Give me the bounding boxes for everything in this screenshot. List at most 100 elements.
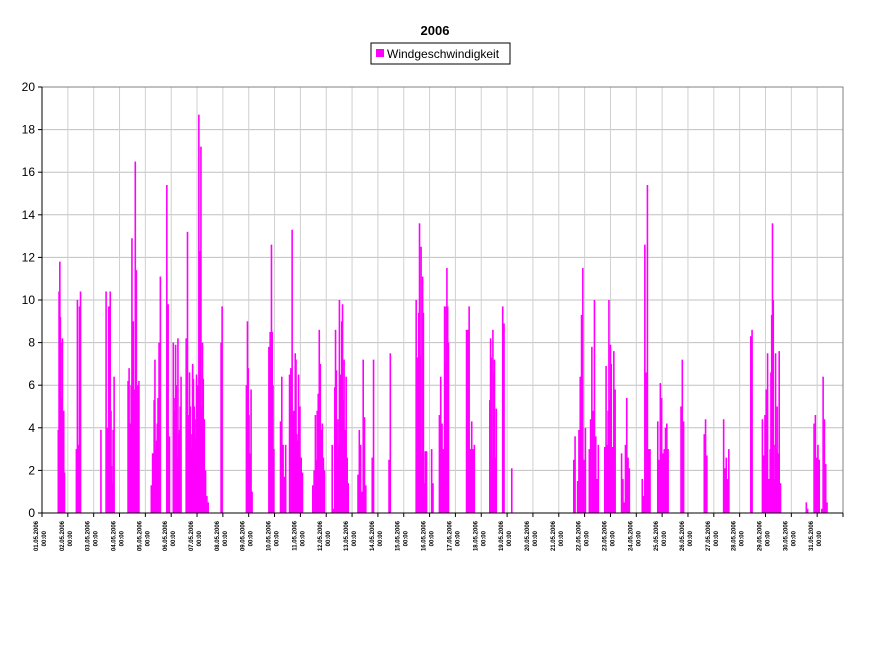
bar (766, 353, 769, 513)
bar (268, 346, 270, 513)
bar (662, 453, 664, 513)
bar (269, 331, 271, 513)
bar (778, 351, 780, 513)
bar (470, 421, 473, 513)
legend-swatch (376, 49, 384, 57)
bar (316, 410, 319, 513)
bar (589, 419, 592, 513)
bar (331, 444, 333, 513)
x-tick-time: 00:00 (714, 530, 720, 546)
bar (658, 459, 660, 513)
bar (663, 449, 666, 513)
y-tick-labels: 0 2 4 6 8 10 12 14 16 18 20 (22, 80, 36, 520)
x-tick-date: 08.05.2006 (215, 520, 221, 551)
bar (284, 444, 287, 513)
bar (361, 491, 363, 513)
bar (296, 440, 299, 513)
x-tick-date: 05.05.2006 (137, 520, 143, 551)
x-tick-time: 00:00 (404, 530, 410, 546)
x-tick-time: 00:00 (275, 530, 281, 546)
bar (362, 359, 364, 513)
bar (168, 436, 171, 513)
x-tick-date: 06.05.2006 (163, 520, 169, 551)
x-tick-date: 27.05.2006 (706, 520, 712, 551)
bar (773, 444, 775, 513)
bar (772, 300, 775, 513)
y-tick-label: 4 (28, 421, 35, 435)
bar (291, 229, 293, 513)
bar (150, 485, 153, 513)
bar (315, 459, 317, 513)
bar (649, 449, 651, 513)
bar (818, 459, 821, 513)
bar (667, 449, 669, 513)
bar (751, 329, 753, 513)
bar (620, 453, 623, 513)
x-tick-time: 00:00 (197, 530, 203, 546)
bar (467, 329, 469, 513)
x-tick-date: 02.05.2006 (60, 520, 66, 551)
x-tick-time: 00:00 (120, 530, 126, 546)
bar (625, 397, 628, 513)
x-tick-time: 00:00 (533, 530, 539, 546)
y-tick-label: 18 (22, 123, 36, 137)
y-tick-label: 0 (28, 506, 35, 520)
y-tick-label: 16 (22, 165, 36, 179)
x-tick-date: 17.05.2006 (447, 520, 453, 551)
x-tick-date: 23.05.2006 (603, 520, 609, 551)
bar (572, 459, 575, 513)
bar (197, 385, 199, 513)
bar (749, 336, 752, 513)
bar (78, 306, 81, 513)
bar (610, 363, 613, 513)
bar (207, 502, 209, 513)
bar (805, 502, 808, 513)
bar (597, 444, 600, 513)
bar (582, 268, 584, 513)
bar (823, 419, 826, 513)
bar (111, 483, 113, 513)
bar (297, 374, 300, 513)
bar (357, 474, 359, 513)
bar (495, 408, 498, 513)
bar (416, 357, 419, 513)
chart-title: 2006 (421, 23, 450, 38)
x-tick-date: 25.05.2006 (654, 520, 660, 551)
bar (423, 483, 425, 513)
y-tick-label: 2 (28, 463, 35, 477)
legend-label: Windgeschwindigkeit (387, 47, 500, 61)
bar (105, 291, 107, 513)
bar (774, 353, 777, 513)
bar (113, 376, 115, 513)
bar (137, 385, 139, 513)
bar (813, 423, 815, 513)
x-tick-date: 24.05.2006 (628, 520, 634, 551)
x-tick-time: 00:00 (688, 530, 694, 546)
bar (430, 449, 433, 513)
bar (765, 389, 768, 513)
bar (249, 453, 251, 513)
bar (579, 376, 582, 513)
bar (596, 478, 598, 513)
x-tick-date: 26.05.2006 (680, 520, 686, 551)
bar (501, 306, 504, 513)
bar (345, 376, 347, 513)
bar (167, 304, 169, 513)
bar (389, 353, 392, 513)
bar (344, 429, 346, 513)
bar (282, 444, 284, 513)
bar (447, 342, 450, 513)
x-tick-date: 04.05.2006 (112, 520, 118, 551)
bar (469, 449, 472, 513)
bar (388, 459, 390, 513)
x-tick-date: 22.05.2006 (577, 520, 583, 551)
y-tick-label: 20 (22, 80, 36, 94)
x-tick-date: 03.05.2006 (86, 520, 92, 551)
bar (503, 323, 505, 513)
bar (283, 476, 286, 513)
bar (764, 415, 766, 513)
bar (186, 231, 189, 513)
bar (61, 338, 64, 513)
bar (724, 468, 726, 513)
bar (583, 459, 585, 513)
